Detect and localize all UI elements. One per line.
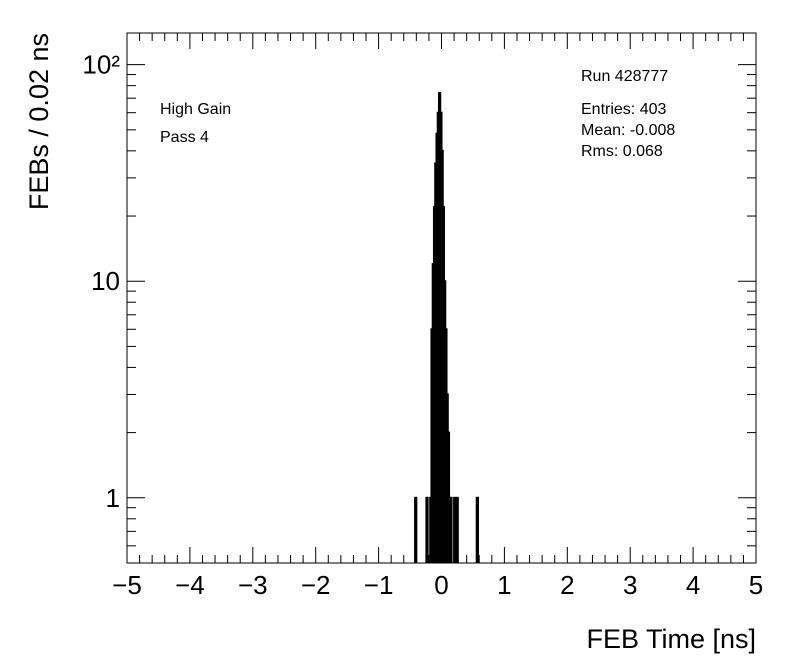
histogram-bin [452, 565, 453, 567]
x-tick-label: −4 [175, 570, 205, 600]
histogram-bin [464, 565, 465, 567]
x-tick-label: 3 [623, 570, 637, 600]
histogram-bin [472, 565, 473, 567]
histogram-bin [455, 565, 456, 567]
x-tick-label: 5 [749, 570, 763, 600]
y-tick-label: 10 [91, 266, 120, 296]
annotation: Rms: 0.068 [581, 143, 663, 160]
histogram-bin [423, 565, 424, 567]
histogram-bin [429, 565, 430, 567]
histogram-bin [463, 565, 464, 567]
annotation: Mean: -0.008 [581, 122, 675, 139]
histogram-bin [455, 496, 459, 563]
y-tick-label: 10² [82, 50, 120, 80]
histogram-bin [468, 565, 469, 567]
histogram-bin [474, 565, 475, 567]
y-tick-label: 1 [106, 483, 120, 513]
histogram-bin [469, 565, 470, 567]
histogram [414, 91, 479, 567]
histogram-bin [418, 565, 419, 567]
histogram-bin [414, 496, 418, 563]
histogram-bin [449, 496, 453, 563]
x-tick-label: −1 [364, 570, 394, 600]
histogram-bin [475, 496, 479, 563]
x-tick-label: 2 [560, 570, 574, 600]
x-tick-label: 4 [686, 570, 700, 600]
histogram-bin [459, 565, 460, 567]
histogram-bin [424, 565, 425, 567]
histogram-bin [462, 565, 463, 567]
annotation: Entries: 403 [581, 101, 666, 118]
histogram-bin [467, 565, 468, 567]
x-tick-label: −5 [112, 570, 142, 600]
histogram-bin [460, 565, 461, 567]
histogram-bin [425, 496, 429, 563]
x-tick-label: −2 [301, 570, 331, 600]
histogram-bin [420, 565, 421, 567]
histogram-bin [416, 565, 417, 567]
annotation: Pass 4 [160, 129, 209, 146]
annotation: High Gain [160, 101, 231, 118]
histogram-bin [465, 565, 466, 567]
histogram-bin [470, 565, 471, 567]
histogram-bin [419, 565, 420, 567]
histogram-bin [428, 565, 429, 567]
histogram-bin [453, 496, 457, 563]
histogram-bin [473, 565, 474, 567]
histogram-bin [421, 565, 422, 567]
histogram-bin [453, 565, 454, 567]
y-axis-label: FEBs / 0.02 ns [24, 33, 54, 210]
histogram-bin [425, 565, 426, 567]
histogram-bin [475, 565, 476, 567]
x-tick-label: 1 [497, 570, 511, 600]
x-tick-label: 0 [434, 570, 448, 600]
histogram-bin [458, 565, 459, 567]
annotation: Run 428777 [581, 68, 668, 85]
x-tick-label: −3 [238, 570, 268, 600]
x-axis-label: FEB Time [ns] [586, 624, 756, 654]
